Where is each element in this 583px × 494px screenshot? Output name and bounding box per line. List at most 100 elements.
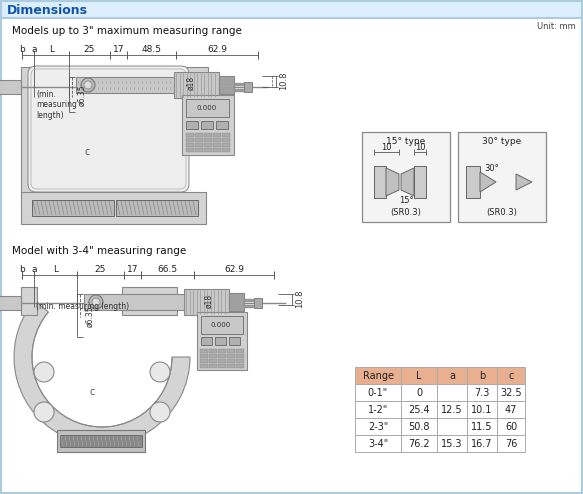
Text: L: L	[416, 370, 422, 380]
FancyBboxPatch shape	[28, 66, 189, 192]
Bar	[209, 364, 217, 368]
Polygon shape	[480, 172, 496, 192]
Bar	[218, 359, 226, 363]
Text: a: a	[449, 370, 455, 380]
Bar	[215, 337, 226, 345]
Bar	[236, 354, 244, 358]
Bar	[201, 121, 213, 129]
Bar	[437, 435, 467, 452]
Polygon shape	[401, 168, 414, 196]
Circle shape	[89, 295, 103, 309]
Bar	[32, 200, 114, 216]
Bar	[0, 296, 21, 310]
Bar	[437, 367, 467, 384]
Text: ø6.35: ø6.35	[78, 84, 86, 106]
Text: 25: 25	[84, 45, 95, 54]
Text: 2-3": 2-3"	[368, 421, 388, 431]
Text: 0.000: 0.000	[197, 105, 217, 111]
Bar	[84, 294, 194, 310]
Bar	[182, 95, 234, 155]
Bar	[195, 138, 203, 142]
Bar	[355, 418, 401, 435]
Text: 10: 10	[415, 142, 425, 152]
Text: ø18: ø18	[205, 294, 213, 308]
Bar	[201, 337, 212, 345]
Text: Dimensions: Dimensions	[7, 3, 88, 16]
Bar	[401, 435, 437, 452]
Bar	[218, 354, 226, 358]
Text: 25: 25	[95, 265, 106, 274]
Bar	[1, 1, 582, 18]
Text: Models up to 3" maximum measuring range: Models up to 3" maximum measuring range	[12, 26, 242, 36]
Bar	[362, 132, 450, 222]
Circle shape	[84, 81, 92, 89]
Bar	[219, 76, 234, 94]
Bar	[355, 401, 401, 418]
Bar	[467, 401, 497, 418]
Circle shape	[81, 78, 95, 92]
Circle shape	[150, 362, 170, 382]
Text: L: L	[53, 265, 58, 274]
Circle shape	[34, 362, 54, 382]
Bar	[227, 354, 235, 358]
Text: 30°: 30°	[484, 164, 500, 172]
Bar	[186, 138, 194, 142]
Bar	[174, 72, 219, 98]
Bar	[401, 367, 437, 384]
Circle shape	[92, 298, 100, 306]
Text: 76.2: 76.2	[408, 439, 430, 449]
Text: 15.3: 15.3	[441, 439, 463, 449]
Bar	[186, 121, 198, 129]
Text: b: b	[19, 265, 25, 274]
Bar	[254, 298, 262, 308]
Text: 1-2": 1-2"	[368, 405, 388, 414]
Text: 10: 10	[381, 142, 391, 152]
Circle shape	[150, 402, 170, 422]
Text: b: b	[19, 45, 25, 54]
Bar	[497, 435, 525, 452]
Bar	[218, 364, 226, 368]
Bar	[184, 289, 229, 315]
Bar	[21, 192, 206, 224]
Bar	[195, 143, 203, 147]
Text: 25.4: 25.4	[408, 405, 430, 414]
Bar	[200, 359, 208, 363]
Text: a: a	[31, 265, 37, 274]
Bar	[437, 384, 467, 401]
Polygon shape	[516, 174, 532, 190]
Bar	[497, 418, 525, 435]
Text: 47: 47	[505, 405, 517, 414]
Text: 76: 76	[505, 439, 517, 449]
Text: 66.5: 66.5	[157, 265, 178, 274]
Text: 60: 60	[505, 421, 517, 431]
Bar	[222, 133, 230, 137]
Bar	[213, 148, 221, 152]
Bar	[467, 384, 497, 401]
Text: 0-1": 0-1"	[368, 387, 388, 398]
Text: 10.8: 10.8	[296, 290, 304, 308]
Bar	[209, 354, 217, 358]
Text: 7.3: 7.3	[475, 387, 490, 398]
Bar	[466, 166, 480, 198]
Bar	[227, 359, 235, 363]
Text: 16.7: 16.7	[471, 439, 493, 449]
Text: b: b	[479, 370, 485, 380]
Text: (min. measuring length): (min. measuring length)	[36, 302, 129, 311]
Bar	[401, 418, 437, 435]
Circle shape	[34, 402, 54, 422]
Bar	[21, 67, 35, 207]
Bar	[213, 138, 221, 142]
Bar	[467, 418, 497, 435]
Bar	[355, 435, 401, 452]
Bar	[222, 143, 230, 147]
Bar	[244, 82, 252, 92]
Text: 10.1: 10.1	[471, 405, 493, 414]
Bar	[186, 133, 194, 137]
Bar	[57, 430, 145, 452]
Bar	[399, 174, 413, 190]
Bar	[227, 364, 235, 368]
Text: 15°: 15°	[399, 196, 413, 205]
Text: 17: 17	[113, 45, 124, 54]
Bar	[437, 401, 467, 418]
Text: L: L	[49, 45, 54, 54]
